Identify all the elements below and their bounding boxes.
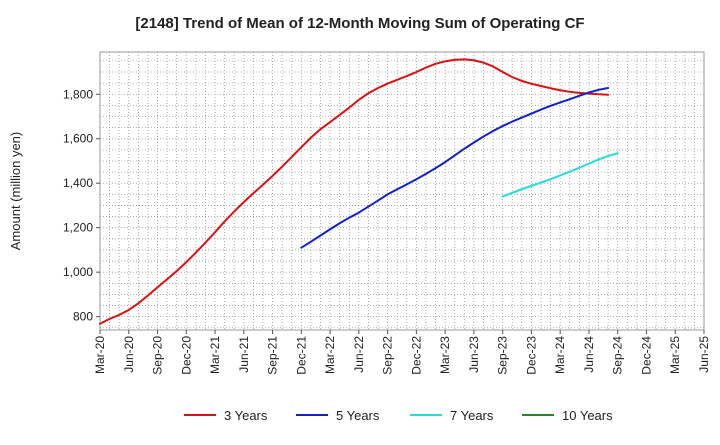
x-tick-label: Mar-22 xyxy=(323,336,337,374)
plot-area xyxy=(99,51,705,331)
x-tick-label: Mar-21 xyxy=(208,336,222,374)
x-tick-label: Jun-22 xyxy=(352,336,366,373)
legend: 3 Years 5 Years 7 Years 10 Years xyxy=(184,408,613,423)
x-tick-label: Sep-24 xyxy=(611,336,625,375)
x-tick-label: Jun-24 xyxy=(582,336,596,373)
x-tick-label: Jun-23 xyxy=(467,336,481,373)
y-tick-label: 1,800 xyxy=(63,87,93,101)
x-tick-label: Sep-23 xyxy=(496,336,510,375)
y-tick-label: 1,200 xyxy=(63,221,93,235)
x-tick-label: Mar-25 xyxy=(668,336,682,374)
x-tick-label: Dec-24 xyxy=(639,336,653,375)
legend-label: 5 Years xyxy=(336,408,380,423)
x-tick-label: Dec-21 xyxy=(294,336,308,375)
series-lines xyxy=(99,58,619,325)
x-tick-label: Dec-23 xyxy=(524,336,538,375)
y-tick-label: 1,600 xyxy=(63,132,93,146)
x-tick-label: Jun-21 xyxy=(237,336,251,373)
x-tick-label: Mar-23 xyxy=(438,336,452,374)
x-axis-ticks: Mar-20 Jun-20 Sep-20 Dec-20 Mar-21 Jun-21 Sep-… xyxy=(93,330,711,375)
x-tick-label: Jun-20 xyxy=(122,336,136,373)
legend-label: 7 Years xyxy=(450,408,494,423)
series-line-3-years xyxy=(99,58,610,325)
x-tick-label: Dec-20 xyxy=(179,336,193,375)
x-tick-label: Jun-25 xyxy=(697,336,711,373)
chart-title: [2148] Trend of Mean of 12-Month Moving … xyxy=(135,15,584,32)
x-tick-label: Dec-22 xyxy=(409,336,423,375)
x-tick-label: Mar-24 xyxy=(553,336,567,374)
legend-label: 3 Years xyxy=(224,408,268,423)
y-tick-label: 1,000 xyxy=(63,265,93,279)
x-tick-label: Sep-22 xyxy=(381,336,395,375)
series-line-5-years xyxy=(300,87,610,249)
x-tick-label: Sep-21 xyxy=(266,336,280,375)
y-tick-label: 1,400 xyxy=(63,176,93,190)
grid-lines xyxy=(100,52,704,330)
y-axis-label: Amount (million yen) xyxy=(8,132,23,251)
y-axis-ticks: 800 1,000 1,200 1,400 1,600 1,800 xyxy=(63,87,100,324)
x-tick-label: Sep-20 xyxy=(151,336,165,375)
legend-label: 10 Years xyxy=(562,408,613,423)
series-line-7-years xyxy=(501,152,619,198)
y-tick-label: 800 xyxy=(73,310,93,324)
x-tick-label: Mar-20 xyxy=(93,336,107,374)
